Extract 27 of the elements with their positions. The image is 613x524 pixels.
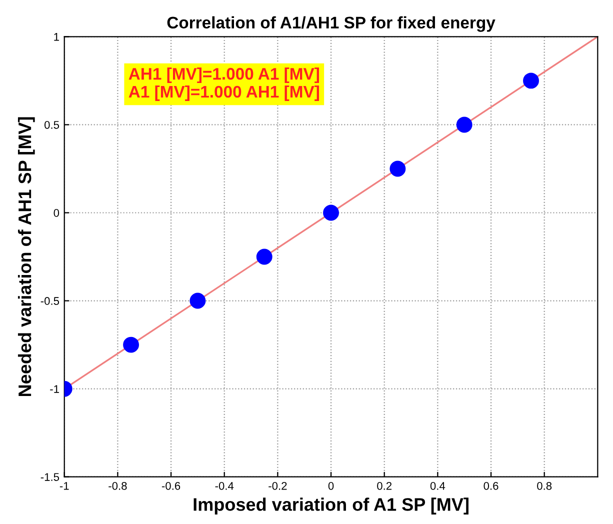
y-tick-label: -1	[50, 385, 59, 393]
x-tick-label: -0.2	[268, 482, 287, 490]
point	[256, 248, 272, 265]
chart-title: Correlation of A1/AH1 SP for fixed energy	[167, 16, 496, 32]
x-tick-label: -0.6	[162, 482, 180, 490]
x-tick-label: -0.8	[108, 482, 127, 490]
y-tick-label: 0	[54, 209, 60, 217]
y-tick-label: 0.5	[44, 120, 60, 129]
y-tick-label: -0.5	[40, 297, 60, 305]
x-tick-label: 0.2	[377, 482, 392, 490]
x-tick-label: 0.6	[484, 482, 498, 490]
point	[123, 336, 140, 353]
x-tick-label: 0.4	[430, 482, 446, 490]
x-tick-label: -0.4	[215, 482, 234, 490]
point	[190, 292, 206, 309]
annotation: AH1 [MV]=1.000 A1 [MV] A1 [MV]=1.000 AH1 [MV]	[128, 67, 319, 101]
point	[456, 116, 472, 133]
point	[523, 72, 539, 89]
x-tick-label: 0	[328, 482, 334, 490]
x-tick-label: -1	[60, 482, 69, 490]
x-tick-label: 0.8	[537, 482, 552, 490]
y-axis-title: Needed variation of AH1 SP [MV]	[18, 117, 35, 396]
y-tick-label: 1	[54, 33, 59, 41]
point	[323, 204, 339, 221]
x-axis-title: Imposed variation of A1 SP [MV]	[194, 498, 468, 514]
y-tick-label: -1.5	[40, 473, 60, 481]
point	[390, 160, 406, 177]
